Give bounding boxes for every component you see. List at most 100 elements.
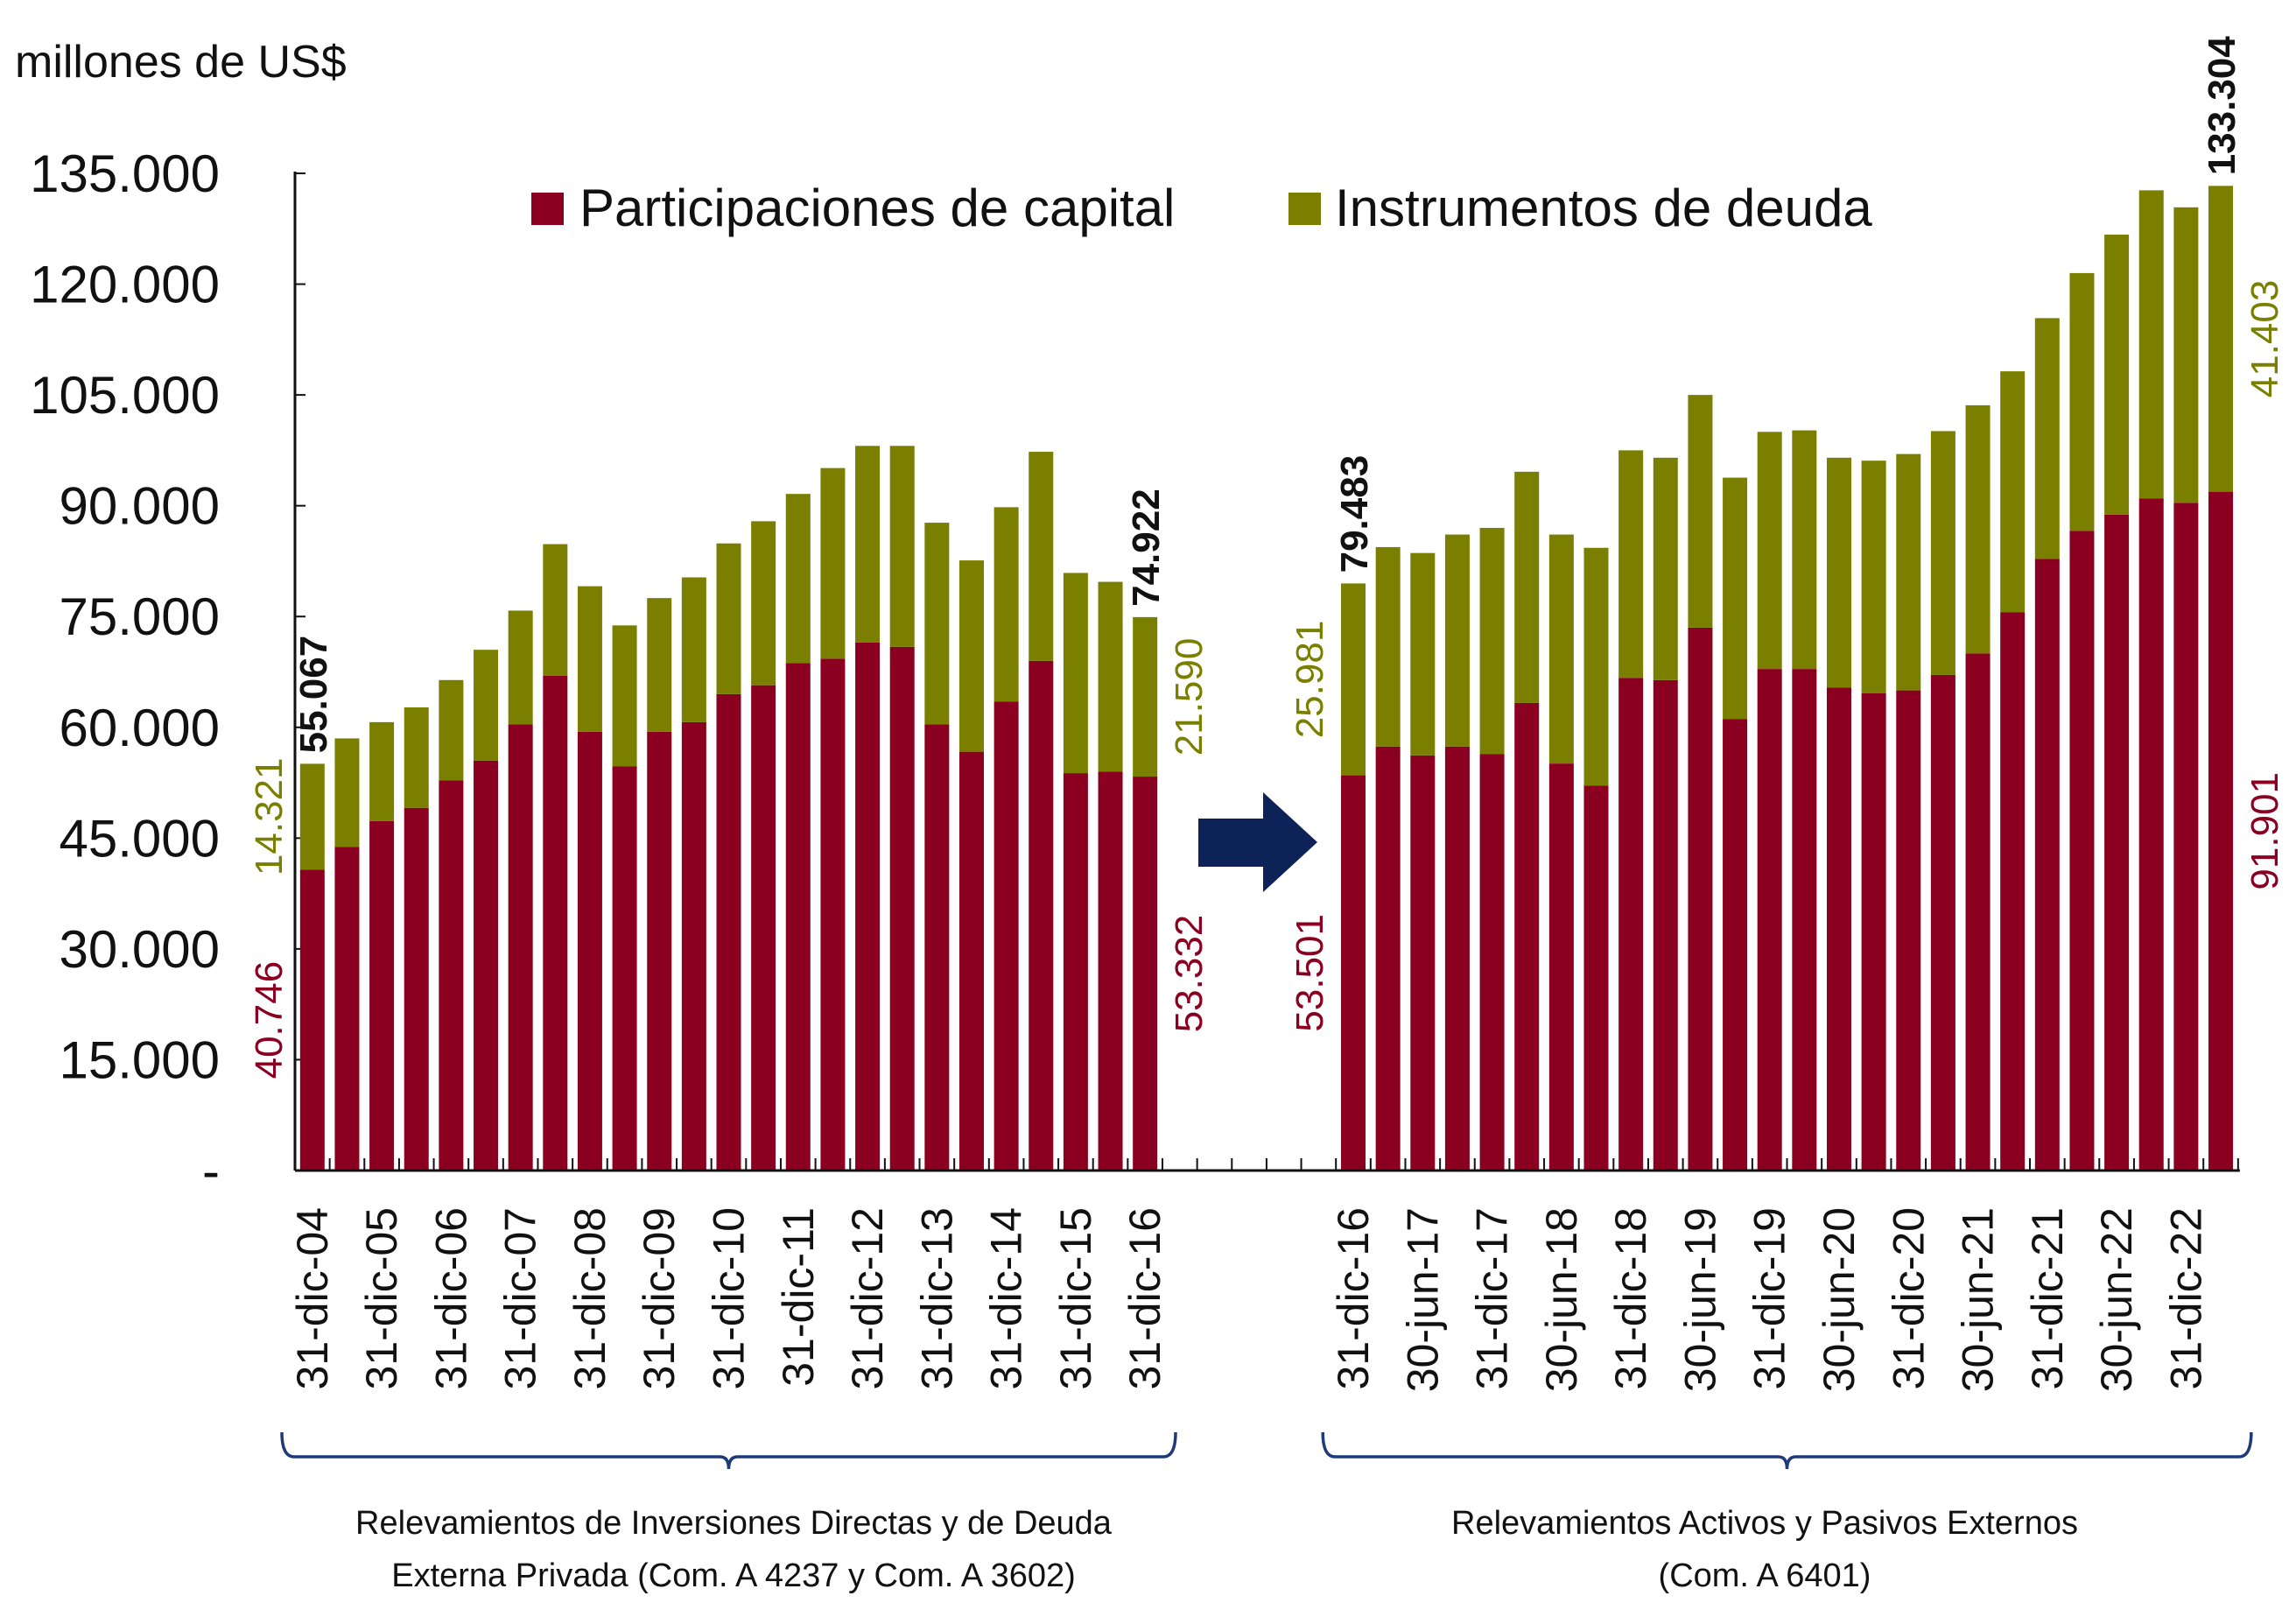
bar-capital: 54.700 [612,766,637,1171]
bar-capital: 31-dic-20 65.000 [1896,690,1921,1171]
bar-deuda [1375,546,1401,747]
bar-deuda [958,560,984,752]
bar-capital: 63.300 [1514,702,1540,1171]
bar-capital: 31-dic-14 63.500 [994,701,1019,1171]
bar-deuda [1063,573,1088,774]
x-tick-label: 31-dic-12 [843,1207,892,1389]
bar-capital: 67.900 [1792,669,1817,1171]
bar-capital: 31-dic-19 67.900 [1757,669,1782,1171]
bar-deuda [1930,431,1955,675]
bar-deuda [2069,272,2095,531]
x-tick-label: 30-jun-22 [2092,1207,2141,1392]
bar-deuda [1444,534,1470,747]
bar-deuda [785,494,811,664]
bar-deuda [404,707,429,808]
bar-deuda [1583,547,1609,786]
x-tick-label: 31-dic-17 [1468,1207,1517,1389]
x-axis: 31-dic-04 31-dic-05 31-dic-06 31-dic-07 31-d… [288,1158,2240,1392]
y-tick-label: 75.000 [59,587,220,646]
x-tick-label: 31-dic-13 [912,1207,961,1389]
bar-capital: 69.300 [820,658,846,1171]
x-tick-label: 31-dic-16 [1120,1207,1169,1389]
bar-deuda [1653,457,1678,680]
data-label-capital: 53.501 [1288,914,1331,1032]
bar-capital: 86.600 [2069,531,2095,1171]
y-tick-label: 105.000 [30,366,220,425]
x-tick-label: 30-jun-19 [1675,1207,1724,1392]
bar-deuda [1618,450,1644,678]
bar-deuda [924,523,950,725]
data-label-total: 74.922 [1125,489,1168,607]
bar-deuda [1341,583,1366,776]
y-tick-label: 90.000 [59,477,220,536]
bar-deuda [1723,477,1748,720]
y-tick-label: 120.000 [30,256,220,314]
x-tick-label: 31-dic-04 [288,1207,337,1389]
data-label-capital: 91.901 [2243,772,2286,890]
bar-capital: 31-dic-07 60.400 [508,724,533,1171]
bar-deuda [508,610,533,725]
group-brace [280,1431,1177,1470]
bar-capital: 31-dic-06 52.800 [439,780,464,1171]
bar-capital: 61.100 [1723,719,1748,1171]
bar-deuda [2000,371,2026,613]
bar-capital: 91.000 [2138,498,2164,1171]
bar-deuda [299,763,325,870]
bar-deuda [1029,452,1054,661]
y-tick-label: 135.000 [30,144,220,203]
bar-capital: 49.100 [404,807,429,1171]
bar-capital: 31-dic-11 68.700 [785,663,811,1171]
group-braces [280,1431,2253,1470]
bar-capital: 66.400 [1653,679,1678,1171]
bar-capital: 43.800 [334,847,360,1171]
legend-swatch-deuda [1288,193,1321,225]
x-tick-label: 31-dic-06 [426,1207,475,1389]
bar-deuda [2173,207,2199,503]
data-label-capital: 53.332 [1168,915,1211,1033]
y-tick-label: 60.000 [59,699,220,757]
bar-deuda [1098,581,1123,772]
bar-capital: 31-dic-22 90.400 [2173,503,2199,1171]
bar-capital: 57.400 [1375,746,1401,1171]
bar-capital: 31-dic-04 40.746 [299,869,325,1171]
bar-capital: 57.400 [1444,746,1470,1171]
bar-capital: 31-dic-16 53.332 [1133,777,1158,1171]
bar-capital: 55.500 [474,760,499,1171]
x-tick-label: 31-dic-19 [1745,1207,1794,1389]
y-tick-label: 30.000 [59,920,220,979]
x-tick-label: 31-dic-20 [1884,1207,1933,1389]
bar-deuda [543,544,568,676]
y-tick-label: - [202,1142,220,1200]
bar-deuda [1688,395,1713,628]
bar-deuda [1133,616,1158,777]
bar-capital: 31-dic-17 56.400 [1479,754,1505,1171]
x-tick-label: 31-dic-11 [774,1207,823,1387]
bar-capital: 31-dic-16 53.501 [1341,775,1366,1171]
bar-capital: 65.700 [751,685,776,1171]
bar-deuda [751,521,776,685]
group-caption-left: Relevamientos de Inversiones Directas y … [355,1505,1113,1594]
bar-deuda [1965,404,1991,654]
bar-capital: 31-dic-18 66.700 [1618,678,1644,1171]
caption-left-line-2: Externa Privada (Com. A 4237 y Com. A 36… [391,1557,1076,1594]
x-tick-label: 31-dic-14 [982,1207,1031,1389]
bar-deuda [439,679,464,781]
x-tick-label: 30-jun-20 [1815,1207,1864,1392]
x-tick-label: 30-jun-21 [1954,1207,2003,1392]
bar-deuda [647,598,672,732]
bar-deuda [1410,552,1436,756]
bar-deuda [1548,534,1574,764]
bar-capital: 31-dic-09 59.400 [647,731,672,1171]
legend-swatch-capital [531,193,564,225]
bar-capital: 70.900 [889,646,915,1171]
data-label-deuda: 25.981 [1288,621,1331,739]
data-label-deuda: 14.321 [248,758,291,876]
bar-capital: 31-dic-13 60.400 [924,724,950,1171]
right-arrow-icon [1198,792,1317,892]
y-tick-label: 45.000 [59,809,220,868]
bar-deuda [2104,235,2130,515]
bar-capital: 67.100 [1930,674,1955,1171]
bar-capital: 69.000 [1029,660,1054,1171]
